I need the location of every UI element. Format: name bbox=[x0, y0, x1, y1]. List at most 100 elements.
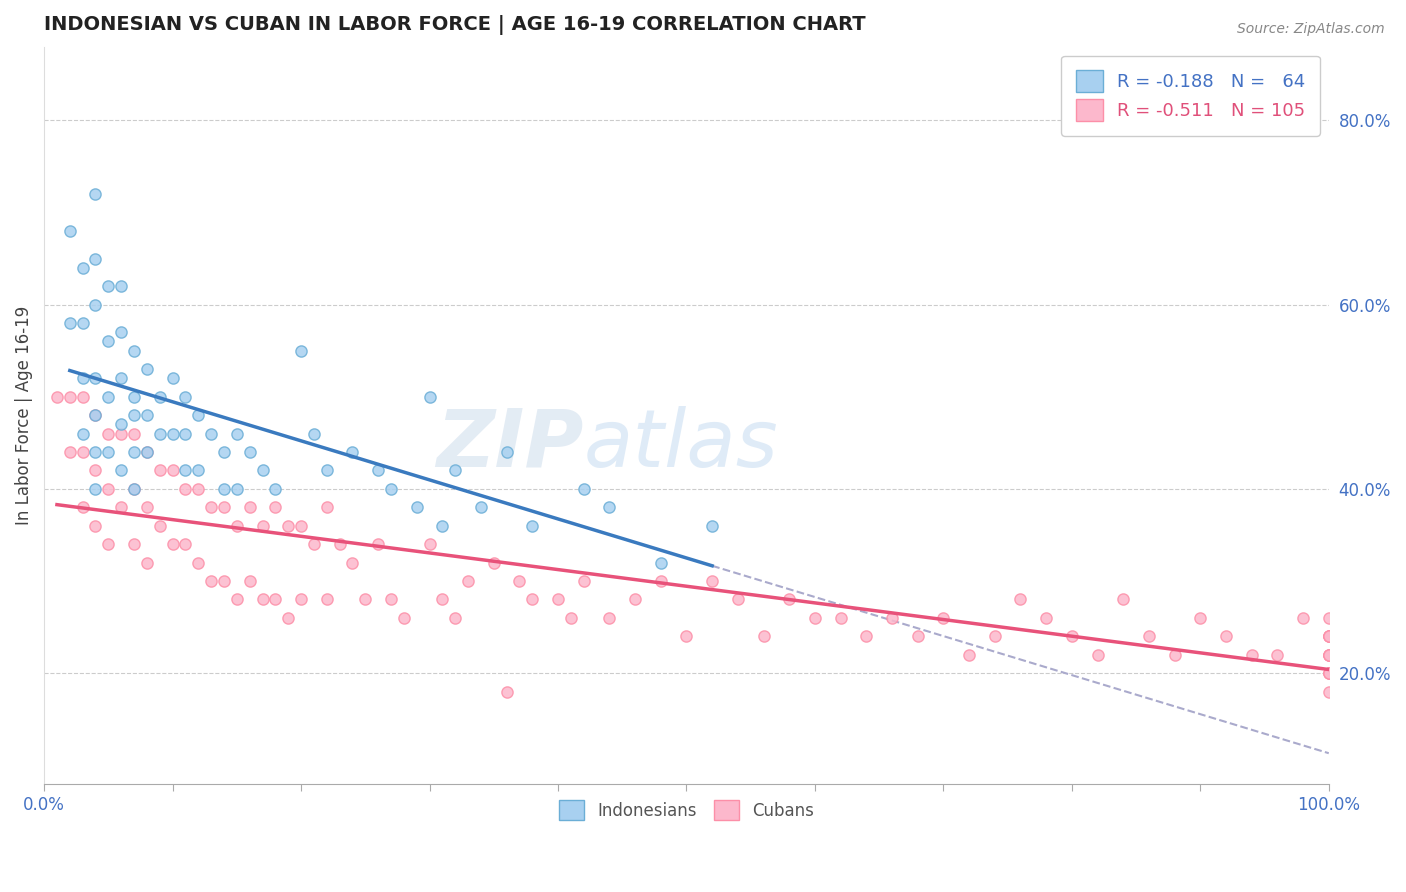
Point bbox=[59, 445, 82, 459]
Point bbox=[392, 611, 415, 625]
Point bbox=[149, 426, 172, 441]
Point bbox=[1317, 611, 1340, 625]
Point bbox=[1317, 648, 1340, 662]
Point bbox=[200, 574, 222, 588]
Point bbox=[598, 500, 620, 515]
Point bbox=[59, 224, 82, 238]
Point bbox=[59, 316, 82, 330]
Point bbox=[650, 574, 672, 588]
Point bbox=[252, 592, 274, 607]
Point bbox=[72, 371, 94, 385]
Point bbox=[149, 463, 172, 477]
Point bbox=[418, 537, 440, 551]
Point bbox=[855, 629, 877, 643]
Point bbox=[110, 371, 132, 385]
Point bbox=[212, 482, 235, 496]
Point bbox=[432, 518, 454, 533]
Point bbox=[547, 592, 569, 607]
Point bbox=[315, 592, 337, 607]
Point bbox=[72, 426, 94, 441]
Point bbox=[1317, 629, 1340, 643]
Point bbox=[522, 592, 544, 607]
Point bbox=[200, 426, 222, 441]
Point bbox=[444, 463, 467, 477]
Point bbox=[315, 500, 337, 515]
Point bbox=[200, 500, 222, 515]
Point bbox=[432, 592, 454, 607]
Point bbox=[907, 629, 929, 643]
Point bbox=[1317, 684, 1340, 698]
Point bbox=[72, 316, 94, 330]
Point bbox=[1087, 648, 1109, 662]
Point bbox=[122, 482, 145, 496]
Text: INDONESIAN VS CUBAN IN LABOR FORCE | AGE 16-19 CORRELATION CHART: INDONESIAN VS CUBAN IN LABOR FORCE | AGE… bbox=[44, 15, 866, 35]
Point bbox=[122, 390, 145, 404]
Point bbox=[804, 611, 827, 625]
Text: atlas: atlas bbox=[583, 406, 779, 483]
Point bbox=[122, 482, 145, 496]
Point bbox=[225, 426, 247, 441]
Point bbox=[135, 556, 157, 570]
Point bbox=[97, 445, 120, 459]
Point bbox=[598, 611, 620, 625]
Point bbox=[187, 556, 209, 570]
Point bbox=[97, 537, 120, 551]
Point bbox=[174, 390, 197, 404]
Point bbox=[342, 556, 364, 570]
Point bbox=[174, 426, 197, 441]
Point bbox=[572, 574, 595, 588]
Point bbox=[624, 592, 647, 607]
Point bbox=[122, 426, 145, 441]
Point bbox=[239, 445, 262, 459]
Point bbox=[1292, 611, 1315, 625]
Point bbox=[354, 592, 377, 607]
Point bbox=[187, 408, 209, 422]
Point bbox=[252, 518, 274, 533]
Point bbox=[508, 574, 530, 588]
Point bbox=[162, 371, 184, 385]
Point bbox=[264, 592, 287, 607]
Point bbox=[932, 611, 955, 625]
Point bbox=[302, 537, 325, 551]
Point bbox=[122, 537, 145, 551]
Point bbox=[135, 445, 157, 459]
Point bbox=[457, 574, 479, 588]
Point bbox=[46, 390, 69, 404]
Point bbox=[264, 500, 287, 515]
Point bbox=[110, 326, 132, 340]
Point bbox=[1317, 648, 1340, 662]
Point bbox=[72, 445, 94, 459]
Point bbox=[72, 390, 94, 404]
Point bbox=[1317, 629, 1340, 643]
Text: ZIP: ZIP bbox=[436, 406, 583, 483]
Point bbox=[110, 426, 132, 441]
Point bbox=[380, 592, 402, 607]
Point bbox=[727, 592, 749, 607]
Point bbox=[97, 482, 120, 496]
Point bbox=[135, 500, 157, 515]
Point bbox=[149, 518, 172, 533]
Point bbox=[110, 417, 132, 432]
Point bbox=[1010, 592, 1032, 607]
Point bbox=[1240, 648, 1263, 662]
Point bbox=[110, 463, 132, 477]
Point bbox=[122, 408, 145, 422]
Point bbox=[367, 537, 389, 551]
Point bbox=[1035, 611, 1057, 625]
Point bbox=[700, 518, 723, 533]
Point bbox=[495, 684, 517, 698]
Point bbox=[122, 445, 145, 459]
Point bbox=[174, 463, 197, 477]
Point bbox=[212, 500, 235, 515]
Point bbox=[84, 463, 107, 477]
Point bbox=[135, 408, 157, 422]
Point bbox=[650, 556, 672, 570]
Point bbox=[174, 537, 197, 551]
Point bbox=[1189, 611, 1212, 625]
Point bbox=[342, 445, 364, 459]
Point bbox=[560, 611, 582, 625]
Point bbox=[482, 556, 505, 570]
Point bbox=[122, 343, 145, 358]
Point bbox=[1317, 666, 1340, 681]
Point bbox=[495, 445, 517, 459]
